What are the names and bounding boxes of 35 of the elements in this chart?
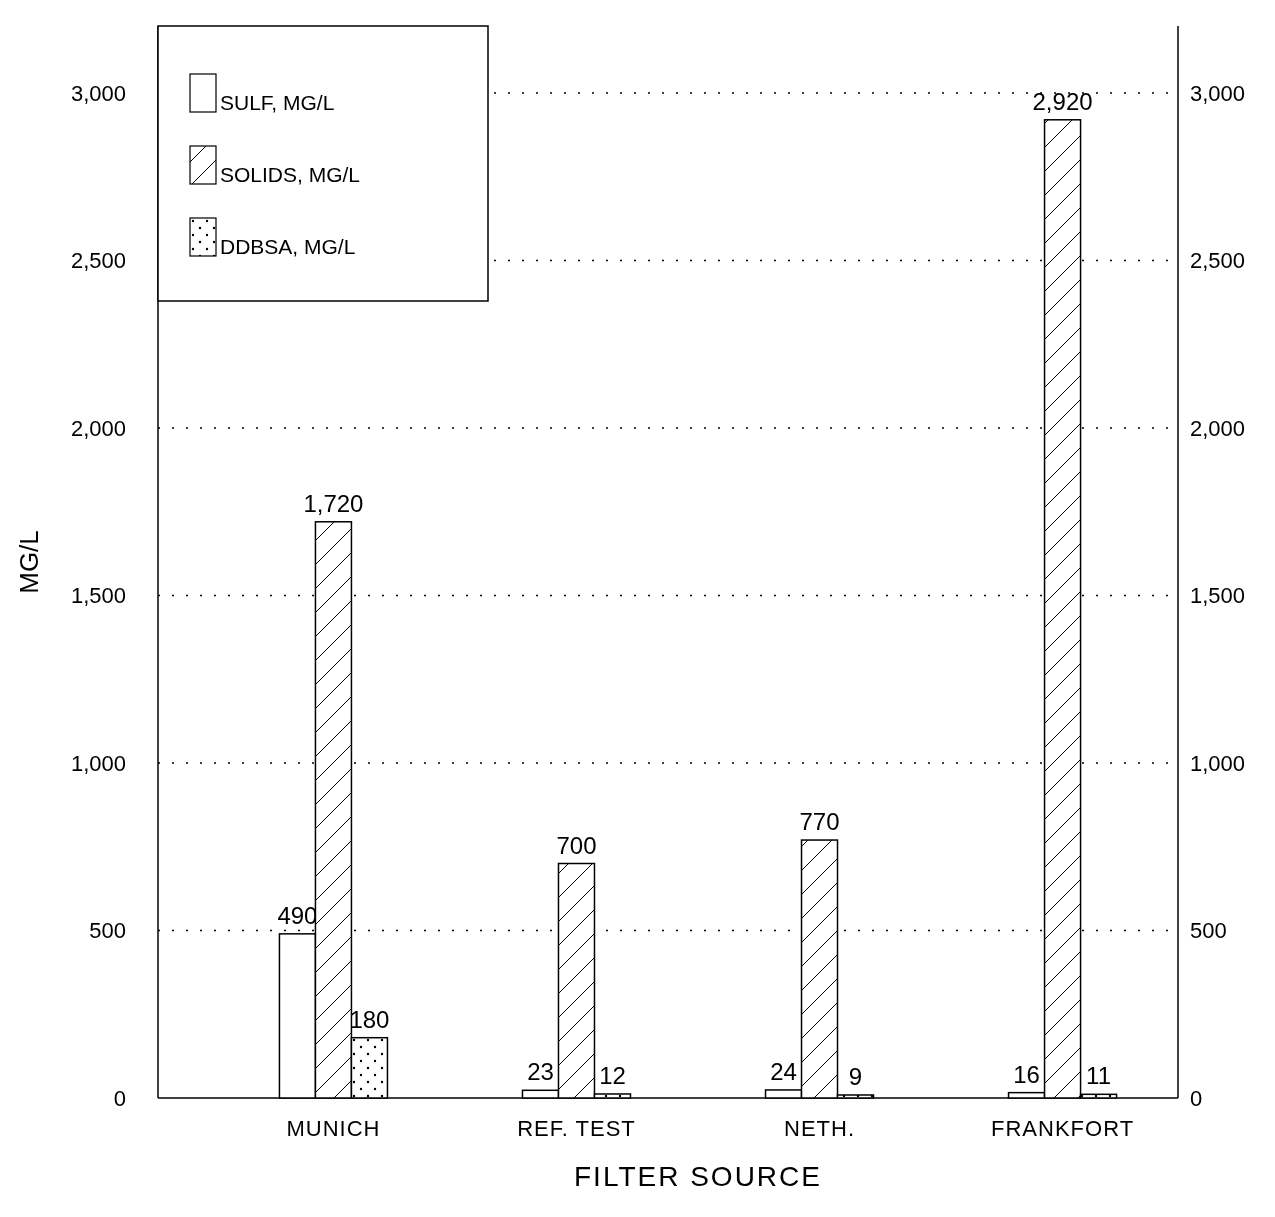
data-label: 180 <box>349 1005 390 1033</box>
y2-tick-label: 1,000 <box>1190 750 1246 776</box>
y-tick-label: 1,000 <box>70 750 126 776</box>
data-label: 11 <box>1086 1062 1112 1090</box>
y-tick-label: 2,000 <box>70 415 126 441</box>
x-tick-label: NETH. <box>784 1116 856 1141</box>
y2-tick-label: 2,500 <box>1190 248 1246 274</box>
y-axis-title: MG/L <box>14 530 44 594</box>
y2-tick-label: 0 <box>1190 1085 1203 1111</box>
data-label: 16 <box>1013 1060 1040 1088</box>
legend-label: SULF, MG/L <box>220 91 335 114</box>
data-label: 1,720 <box>303 489 364 517</box>
y-tick-label: 500 <box>89 918 126 944</box>
y-tick-label: 1,500 <box>70 583 126 609</box>
data-label: 9 <box>848 1062 863 1090</box>
y2-tick-label: 3,000 <box>1190 80 1246 106</box>
y2-tick-label: 1,500 <box>1190 583 1246 609</box>
y-tick-label: 2,500 <box>70 248 126 274</box>
x-axis-title: FILTER SOURCE <box>574 1161 822 1192</box>
x-tick-label: REF. TEST <box>517 1116 636 1141</box>
y-tick-label: 3,000 <box>70 80 126 106</box>
legend-label: DDBSA, MG/L <box>220 235 356 258</box>
y2-tick-label: 500 <box>1190 918 1227 944</box>
data-label: 12 <box>599 1061 626 1089</box>
y2-tick-label: 2,000 <box>1190 415 1246 441</box>
data-label: 24 <box>770 1057 797 1085</box>
x-tick-label: FRANKFORT <box>991 1116 1135 1141</box>
data-label: 23 <box>527 1058 554 1086</box>
data-label: 700 <box>556 831 597 859</box>
data-label: 490 <box>277 901 318 929</box>
x-tick-label: MUNICH <box>286 1116 381 1141</box>
data-label: 2,920 <box>1032 87 1093 115</box>
data-label: 770 <box>799 808 840 836</box>
legend-label: SOLIDS, MG/L <box>220 163 361 186</box>
y-tick-label: 0 <box>113 1085 126 1111</box>
